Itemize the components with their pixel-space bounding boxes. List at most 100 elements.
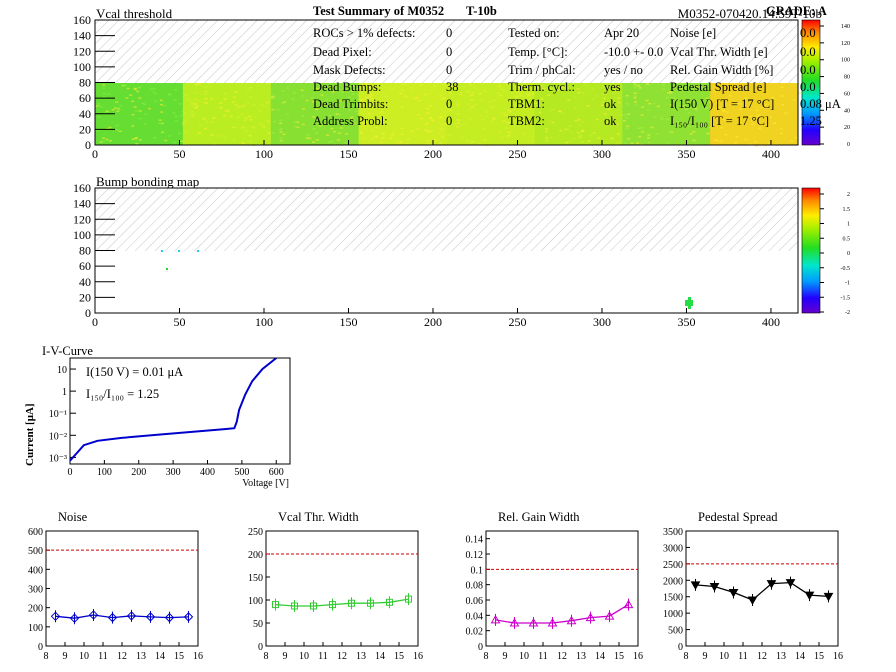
data-point [766,580,777,589]
y-tick-label: 20 [79,122,91,136]
trend-chart-3: Pedestal Spread 8 9 10 11 12 13 14 15 16 0 500 1000 1… [663,510,843,662]
trend-line [495,604,629,624]
trend-chart-2: Rel. Gain Width 8 9 10 11 12 13 14 15 16 0 0.02 0.04… [466,510,644,662]
data-point [348,599,355,607]
summary-value: 0.0 [800,80,816,94]
palette-labels: 2 1.5 1 0.5 0 -0.5 -1 -1.5 -2 [820,192,850,316]
trend-y-tick-label: 500 [668,626,683,637]
iv-annotation-i150: I(150 V) = 0.01 μA [86,365,183,379]
trend-title: Noise [58,510,88,524]
trend-x-tick-label: 12 [337,651,347,662]
summary-label: Pedestal Spread [e] [670,80,767,94]
trend-y-tick-label: 0.12 [466,550,484,561]
palette-label: 20 [844,125,850,131]
x-tick-label: 350 [677,147,695,161]
trend-y-tick-label: 0 [258,642,263,653]
x-tick-label: 300 [593,147,611,161]
roc-block [622,83,711,145]
summary-value: 0.08 μA [800,97,841,111]
summary-value: 0 [446,45,453,59]
trend-x-tick-label: 14 [375,651,385,662]
summary-value: 0 [446,26,453,40]
data-point [145,612,156,622]
summary-label: Temp. [°C]: [508,45,568,59]
trend-frame [685,530,839,647]
trend-x-tick-label: 10 [299,651,309,662]
x-tick-label: 200 [424,315,442,328]
y-tick-label: 40 [79,275,91,289]
grade: GRADE: A [766,4,827,18]
trend-x-tick-label: 16 [633,651,643,662]
iv-y-tick-label: 1 [62,387,67,398]
data-point [728,588,739,598]
data-point [367,599,374,607]
trend-title: Vcal Thr. Width [278,510,359,524]
trend-y-tick-label: 100 [28,623,43,634]
trend-x-tick-label: 14 [155,651,165,662]
palette-label: -1.5 [841,295,851,301]
data-point [126,611,137,621]
trend-y-tick-label: 600 [28,527,43,538]
y-tick-label: 20 [79,290,91,304]
trend-x-tick-label: 9 [703,651,708,662]
trend-x-tick-label: 8 [484,651,489,662]
data-point [329,601,336,609]
y-tick-label: 100 [73,228,91,242]
data-point [69,613,80,623]
y-tick-label: 60 [79,91,91,105]
summary-value: ok [604,114,617,128]
trend-chart-0: Noise 8 9 10 11 12 13 14 15 16 0 100 200 300 400 500 600 [28,510,203,662]
trend-x-tick-label: 16 [193,651,203,662]
trend-x-tick-label: 14 [795,651,805,662]
trend-x-tick-label: 9 [63,651,68,662]
iv-x-tick-label: 600 [269,467,284,478]
summary-label: Mask Defects: [313,63,386,77]
trend-frame [45,530,199,647]
x-tick-label: 250 [508,315,526,328]
iv-title: I-V-Curve [42,344,93,358]
x-tick-label: 400 [762,147,780,161]
palette-label: 140 [841,24,850,30]
trend-x-tick-label: 15 [814,651,824,662]
y-tick-label: 80 [79,244,91,258]
iv-x-tick-label: 0 [68,467,73,478]
x-tick-label: 300 [593,315,611,328]
test-summary: Test Summary of M0352 T-10b GRADE: A ROC… [0,0,896,140]
summary-label: Trim / phCal: [508,63,576,77]
palette-label: 0.5 [843,236,851,242]
x-tick-label: 400 [762,315,780,328]
iv-x-tick-label: 500 [234,467,249,478]
data-point [566,615,577,625]
data-point [310,602,317,610]
trend-x-tick-label: 10 [79,651,89,662]
palette-label: 1 [847,222,850,228]
summary-value: 0 [446,114,453,128]
iv-xlabel: Voltage [V] [242,478,289,489]
trend-y-tick-label: 50 [253,619,263,630]
trend-x-tick-label: 10 [519,651,529,662]
palette-label: 2 [847,192,850,198]
data-point [604,611,615,620]
data-point [164,612,175,623]
dead-bump-cluster [688,297,691,309]
map-title: Vcal threshold [96,6,173,21]
palette-label: -1 [845,281,850,287]
dead-bump [178,250,180,252]
trend-y-tick-label: 2500 [663,560,683,571]
trend-y-tick-label: 0.1 [471,565,484,576]
summary-label: Rel. Gain Width [%] [670,63,774,77]
data-point [623,599,634,609]
data-point [405,595,412,603]
trend-y-tick-label: 200 [248,550,263,561]
trend-x-tick-label: 8 [44,651,49,662]
summary-title: Test Summary of M0352 [313,4,445,18]
trend-x-tick-label: 8 [684,651,689,662]
y-tick-label: 140 [73,29,91,43]
x-tick-label: 250 [508,147,526,161]
y-tick-label: 100 [73,60,91,74]
dead-bump [161,250,163,252]
trend-y-tick-label: 500 [28,546,43,557]
summary-value: Apr 20 [604,26,640,40]
summary-label: I₁₅₀/I₁₀₀ [T = 17 °C] [670,114,770,128]
trend-x-tick-label: 14 [595,651,605,662]
